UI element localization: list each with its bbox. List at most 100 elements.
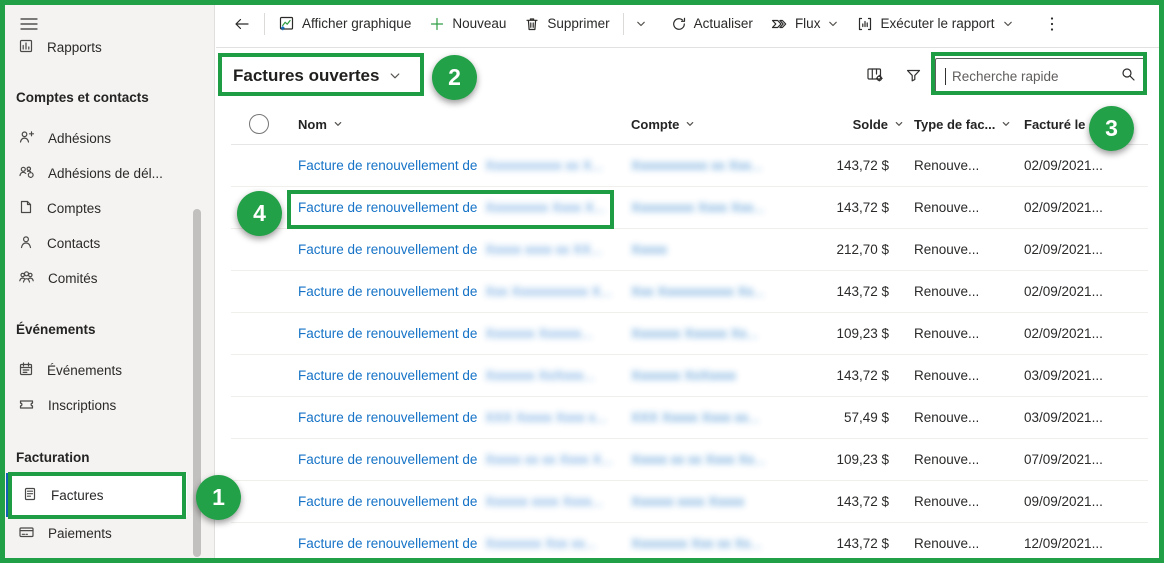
table-row[interactable]: Facture de renouvellement de Xxxxxxxxx X… [231, 187, 1148, 229]
account-link[interactable]: Xxxxx [631, 242, 668, 257]
chevron-down-icon [685, 119, 695, 129]
table-row[interactable]: Facture de renouvellement de Xxxxx xxxx … [231, 229, 1148, 271]
back-arrow-icon [233, 16, 251, 32]
type-cell: Renouve... [914, 200, 980, 215]
column-header-type[interactable]: Type de fac... [914, 103, 1011, 145]
flow-icon [771, 16, 788, 32]
table-row[interactable]: Facture de renouvellement de Xxxxxx xxxx… [231, 481, 1148, 523]
sidebar-item-label: Comités [48, 271, 98, 286]
type-cell: Renouve... [914, 410, 980, 425]
account-link[interactable]: Xxxxxxxxx Xxxx Xxx... [631, 200, 765, 215]
sidebar-item-evenements[interactable]: Événements [0, 353, 200, 388]
column-label: Nom [298, 116, 327, 132]
sidebar-item-contacts[interactable]: Contacts [0, 226, 200, 261]
sidebar-item-paiements[interactable]: Paiements [0, 516, 200, 551]
step-number: 1 [212, 484, 225, 510]
search-icon[interactable] [1120, 66, 1137, 86]
new-label: Nouveau [452, 16, 507, 31]
edit-columns-icon [866, 66, 884, 86]
column-header-solde[interactable]: Solde [771, 103, 904, 145]
hamburger-icon[interactable] [16, 13, 42, 37]
select-all-checkbox[interactable] [249, 103, 269, 145]
delete-button[interactable]: Supprimer [515, 6, 618, 42]
account-link[interactable]: Xxx Xxxxxxxxxxx Xx... [631, 284, 765, 299]
view-selector[interactable]: Factures ouvertes [233, 66, 402, 86]
table-row[interactable]: Facture de renouvellement de XXX Xxxxx X… [231, 397, 1148, 439]
date-cell: 02/09/2021... [1024, 326, 1103, 341]
invoice-name-link[interactable]: Facture de renouvellement de Xxxxx xxxx … [298, 242, 603, 257]
account-link[interactable]: XXX Xxxxx Xxxx xx... [631, 410, 760, 425]
step-badge-3: 3 [1089, 106, 1134, 151]
run-report-label: Exécuter le rapport [880, 16, 995, 31]
sidebar-item-rapports[interactable]: Rapports [0, 30, 200, 65]
invoice-name-link[interactable]: Facture de renouvellement de Xxxxxxx XxX… [298, 368, 595, 383]
quick-search-input[interactable] [952, 68, 1114, 84]
grid-header: Nom Compte Solde Type de fac... Facturé … [231, 103, 1148, 145]
filter-icon [905, 67, 922, 86]
sidebar-item-comites[interactable]: Comités [0, 261, 200, 296]
account-link[interactable]: Xxxxxx xxxx Xxxxx [631, 494, 745, 509]
column-label: Solde [852, 116, 888, 132]
invoice-name-link[interactable]: Facture de renouvellement de Xxxxx xx xx… [298, 452, 613, 467]
solde-cell: 143,72 $ [836, 494, 889, 509]
table-row[interactable]: Facture de renouvellement de Xxxxxxxxxxx… [231, 145, 1148, 187]
quick-search-box[interactable] [935, 58, 1147, 94]
refresh-button[interactable]: Actualiser [662, 6, 762, 42]
contact-icon [18, 234, 34, 253]
type-cell: Renouve... [914, 326, 980, 341]
sidebar-item-adhesions-de-delegues[interactable]: Adhésions de dél... [0, 156, 200, 191]
account-link[interactable]: Xxxxxxxxxxx xx Xxx... [631, 158, 763, 173]
table-row[interactable]: Facture de renouvellement de Xxxxxxxx Xx… [231, 523, 1148, 563]
chevron-down-icon [894, 119, 904, 129]
invoice-name-link[interactable]: Facture de renouvellement de XXX Xxxxx X… [298, 410, 607, 425]
view-selector-label: Factures ouvertes [233, 66, 380, 85]
sidebar-item-label: Factures [51, 487, 104, 503]
filter-button[interactable] [897, 60, 929, 92]
table-row[interactable]: Facture de renouvellement de Xxxxxxx Xxx… [231, 313, 1148, 355]
date-cell: 02/09/2021... [1024, 242, 1103, 257]
more-commands-button[interactable] [1035, 6, 1069, 42]
show-chart-label: Afficher graphique [302, 16, 412, 31]
table-row[interactable]: Facture de renouvellement de Xxxxx xx xx… [231, 439, 1148, 481]
more-vertical-icon [1044, 15, 1060, 33]
payment-icon [18, 524, 35, 543]
account-link[interactable]: Xxxxxxx XxXxxxx [631, 368, 737, 383]
main-content: Afficher graphique Nouveau Supprimer Act… [216, 0, 1164, 563]
invoice-name-link[interactable]: Facture de renouvellement de Xxxxxxxxx X… [298, 200, 606, 215]
account-link[interactable]: Xxxxxxx Xxxxxx Xx... [631, 326, 758, 341]
new-button[interactable]: Nouveau [420, 6, 515, 42]
delete-split-chevron[interactable] [628, 6, 654, 42]
sidebar-item-inscriptions[interactable]: Inscriptions [0, 388, 200, 423]
invoice-name-link[interactable]: Facture de renouvellement de Xxxxxxxxxxx… [298, 158, 603, 173]
flow-button[interactable]: Flux [762, 6, 849, 42]
solde-cell: 109,23 $ [836, 452, 889, 467]
sidebar-item-comptes[interactable]: Comptes [0, 191, 200, 226]
account-link[interactable]: Xxxxxxxx Xxx xx Xx... [631, 536, 762, 551]
invoice-name-link[interactable]: Facture de renouvellement de Xxx Xxxxxxx… [298, 284, 612, 299]
account-link[interactable]: Xxxxx xx xx Xxxx Xx... [631, 452, 766, 467]
invoice-name-link[interactable]: Facture de renouvellement de Xxxxxxxx Xx… [298, 536, 597, 551]
invoice-name-link[interactable]: Facture de renouvellement de Xxxxxx xxxx… [298, 494, 603, 509]
back-button[interactable] [224, 6, 260, 42]
sidebar-scrollbar[interactable] [193, 209, 201, 557]
table-row[interactable]: Facture de renouvellement de Xxx Xxxxxxx… [231, 271, 1148, 313]
sidebar-item-label: Événements [47, 363, 123, 378]
column-header-nom[interactable]: Nom [298, 103, 343, 145]
column-header-compte[interactable]: Compte [631, 103, 695, 145]
sidebar-item-factures[interactable]: Factures [6, 473, 187, 517]
type-cell: Renouve... [914, 242, 980, 257]
step-badge-2: 2 [432, 55, 477, 100]
type-cell: Renouve... [914, 158, 980, 173]
hamburger-icon-glyph [19, 16, 39, 35]
run-report-button[interactable]: Exécuter le rapport [848, 6, 1022, 42]
edit-columns-button[interactable] [859, 60, 891, 92]
show-chart-button[interactable]: Afficher graphique [269, 6, 420, 42]
invoice-name-link[interactable]: Facture de renouvellement de Xxxxxxx Xxx… [298, 326, 593, 341]
step-number: 2 [448, 64, 461, 90]
type-cell: Renouve... [914, 284, 980, 299]
column-label: Facturé le [1024, 116, 1086, 132]
solde-cell: 143,72 $ [836, 284, 889, 299]
sidebar-item-adhesions[interactable]: Adhésions [0, 121, 200, 156]
view-bar: Factures ouvertes [216, 49, 1164, 103]
table-row[interactable]: Facture de renouvellement de Xxxxxxx XxX… [231, 355, 1148, 397]
